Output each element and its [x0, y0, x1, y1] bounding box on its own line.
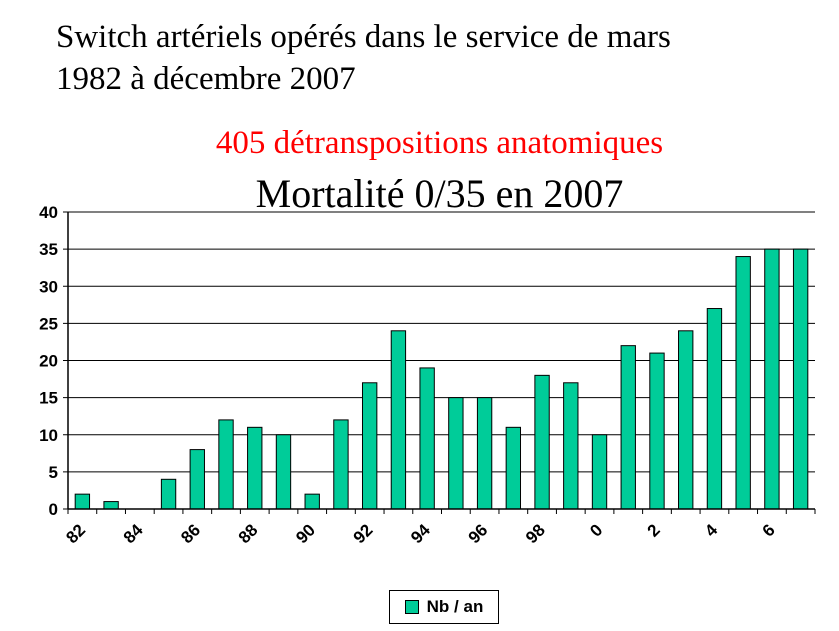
y-tick-label: 30 — [39, 277, 58, 296]
subtitle-black: Mortalité 0/35 en 2007 — [255, 171, 624, 216]
bar — [160, 478, 177, 510]
bar — [304, 493, 320, 510]
bar — [103, 501, 119, 510]
bar — [591, 434, 608, 510]
x-tick-label: 4 — [701, 520, 722, 541]
x-tick-label: 2 — [644, 520, 664, 540]
x-tick-label: 90 — [292, 520, 319, 547]
bar — [448, 397, 464, 510]
y-tick-label: 15 — [39, 389, 58, 408]
title-line-2: 1982 à décembre 2007 — [56, 61, 356, 97]
y-tick-label: 0 — [49, 500, 58, 519]
x-tick-label: 88 — [235, 520, 262, 547]
bar — [189, 449, 205, 510]
bar — [649, 352, 665, 510]
bar — [247, 426, 263, 510]
y-tick-label: 5 — [49, 463, 58, 482]
bar — [419, 367, 435, 510]
bars — [74, 248, 809, 510]
x-tick-label: 86 — [177, 520, 204, 547]
x-tick-label: 82 — [62, 520, 89, 547]
x-tick-label: 94 — [407, 520, 434, 547]
y-tick-label: 25 — [39, 314, 58, 333]
bar — [333, 419, 349, 510]
bar — [764, 248, 780, 510]
x-tick-label: 92 — [350, 520, 377, 547]
subtitle-red: 405 détranspositions anatomiques — [215, 125, 664, 161]
bar — [218, 419, 234, 510]
x-tick-label: 98 — [522, 520, 549, 547]
title-line-1: Switch artériels opérés dans le service … — [56, 19, 671, 55]
x-tick-label: 0 — [586, 520, 606, 540]
bar — [706, 308, 723, 510]
bar — [275, 434, 292, 510]
grid-lines — [68, 211, 815, 473]
legend: Nb / an — [389, 590, 499, 624]
y-tick-label: 10 — [39, 426, 58, 445]
chart-title: Switch artériels opérés dans le service … — [56, 16, 671, 100]
bar — [620, 345, 636, 510]
y-tick-label: 20 — [39, 352, 58, 371]
x-axis-ticks: 82 84 86 88 90 92 94 96 98 0 2 4 6 — [62, 520, 778, 547]
y-tick-label: 40 — [39, 203, 58, 222]
bar — [361, 382, 378, 510]
legend-swatch — [404, 600, 419, 614]
y-axis-ticks: 0 5 10 15 20 25 30 35 40 — [39, 203, 58, 519]
bar — [476, 397, 493, 510]
axes — [63, 211, 816, 514]
x-tick-label: 84 — [120, 520, 147, 547]
y-tick-label: 35 — [39, 240, 58, 259]
bar — [678, 330, 694, 510]
bar — [74, 493, 91, 510]
bar — [792, 248, 809, 510]
x-tick-label: 6 — [759, 520, 779, 540]
bar — [505, 426, 522, 510]
x-tick-label: 96 — [465, 520, 492, 547]
bar — [735, 256, 751, 510]
bar — [534, 374, 550, 510]
legend-label: Nb / an — [426, 597, 484, 616]
bar — [390, 330, 407, 510]
bar — [563, 382, 579, 510]
